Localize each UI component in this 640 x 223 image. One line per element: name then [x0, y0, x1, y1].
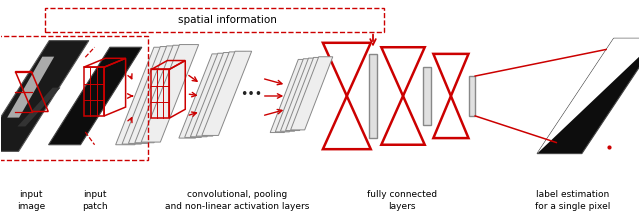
Polygon shape	[291, 57, 333, 130]
Text: label estimation
for a single pixel: label estimation for a single pixel	[534, 190, 610, 211]
Polygon shape	[196, 52, 246, 136]
Polygon shape	[537, 38, 640, 154]
Bar	[369, 54, 378, 138]
Bar	[84, 67, 104, 116]
Polygon shape	[275, 59, 317, 132]
Text: convolutional, pooling
and non-linear activation layers: convolutional, pooling and non-linear ac…	[164, 190, 309, 211]
Polygon shape	[141, 45, 198, 142]
Polygon shape	[49, 47, 142, 145]
Text: input
image: input image	[17, 190, 45, 211]
Polygon shape	[285, 58, 328, 130]
Polygon shape	[537, 38, 640, 154]
Bar	[0, 36, 148, 160]
Polygon shape	[190, 53, 240, 137]
Polygon shape	[184, 53, 234, 137]
Polygon shape	[179, 54, 228, 138]
Bar	[468, 76, 475, 116]
Polygon shape	[122, 47, 179, 144]
Polygon shape	[0, 41, 89, 151]
Polygon shape	[270, 59, 312, 132]
Text: input
patch: input patch	[83, 190, 108, 211]
Bar	[424, 67, 431, 125]
Bar	[45, 8, 384, 32]
Polygon shape	[116, 47, 173, 145]
Polygon shape	[280, 58, 323, 131]
Polygon shape	[202, 51, 252, 135]
Polygon shape	[17, 88, 61, 126]
Text: spatial information: spatial information	[178, 15, 277, 25]
Polygon shape	[135, 45, 192, 143]
Polygon shape	[7, 57, 54, 118]
Text: fully connected
layers: fully connected layers	[367, 190, 437, 211]
Polygon shape	[129, 46, 186, 143]
Bar	[152, 69, 170, 118]
Text: •••: •••	[240, 88, 262, 101]
